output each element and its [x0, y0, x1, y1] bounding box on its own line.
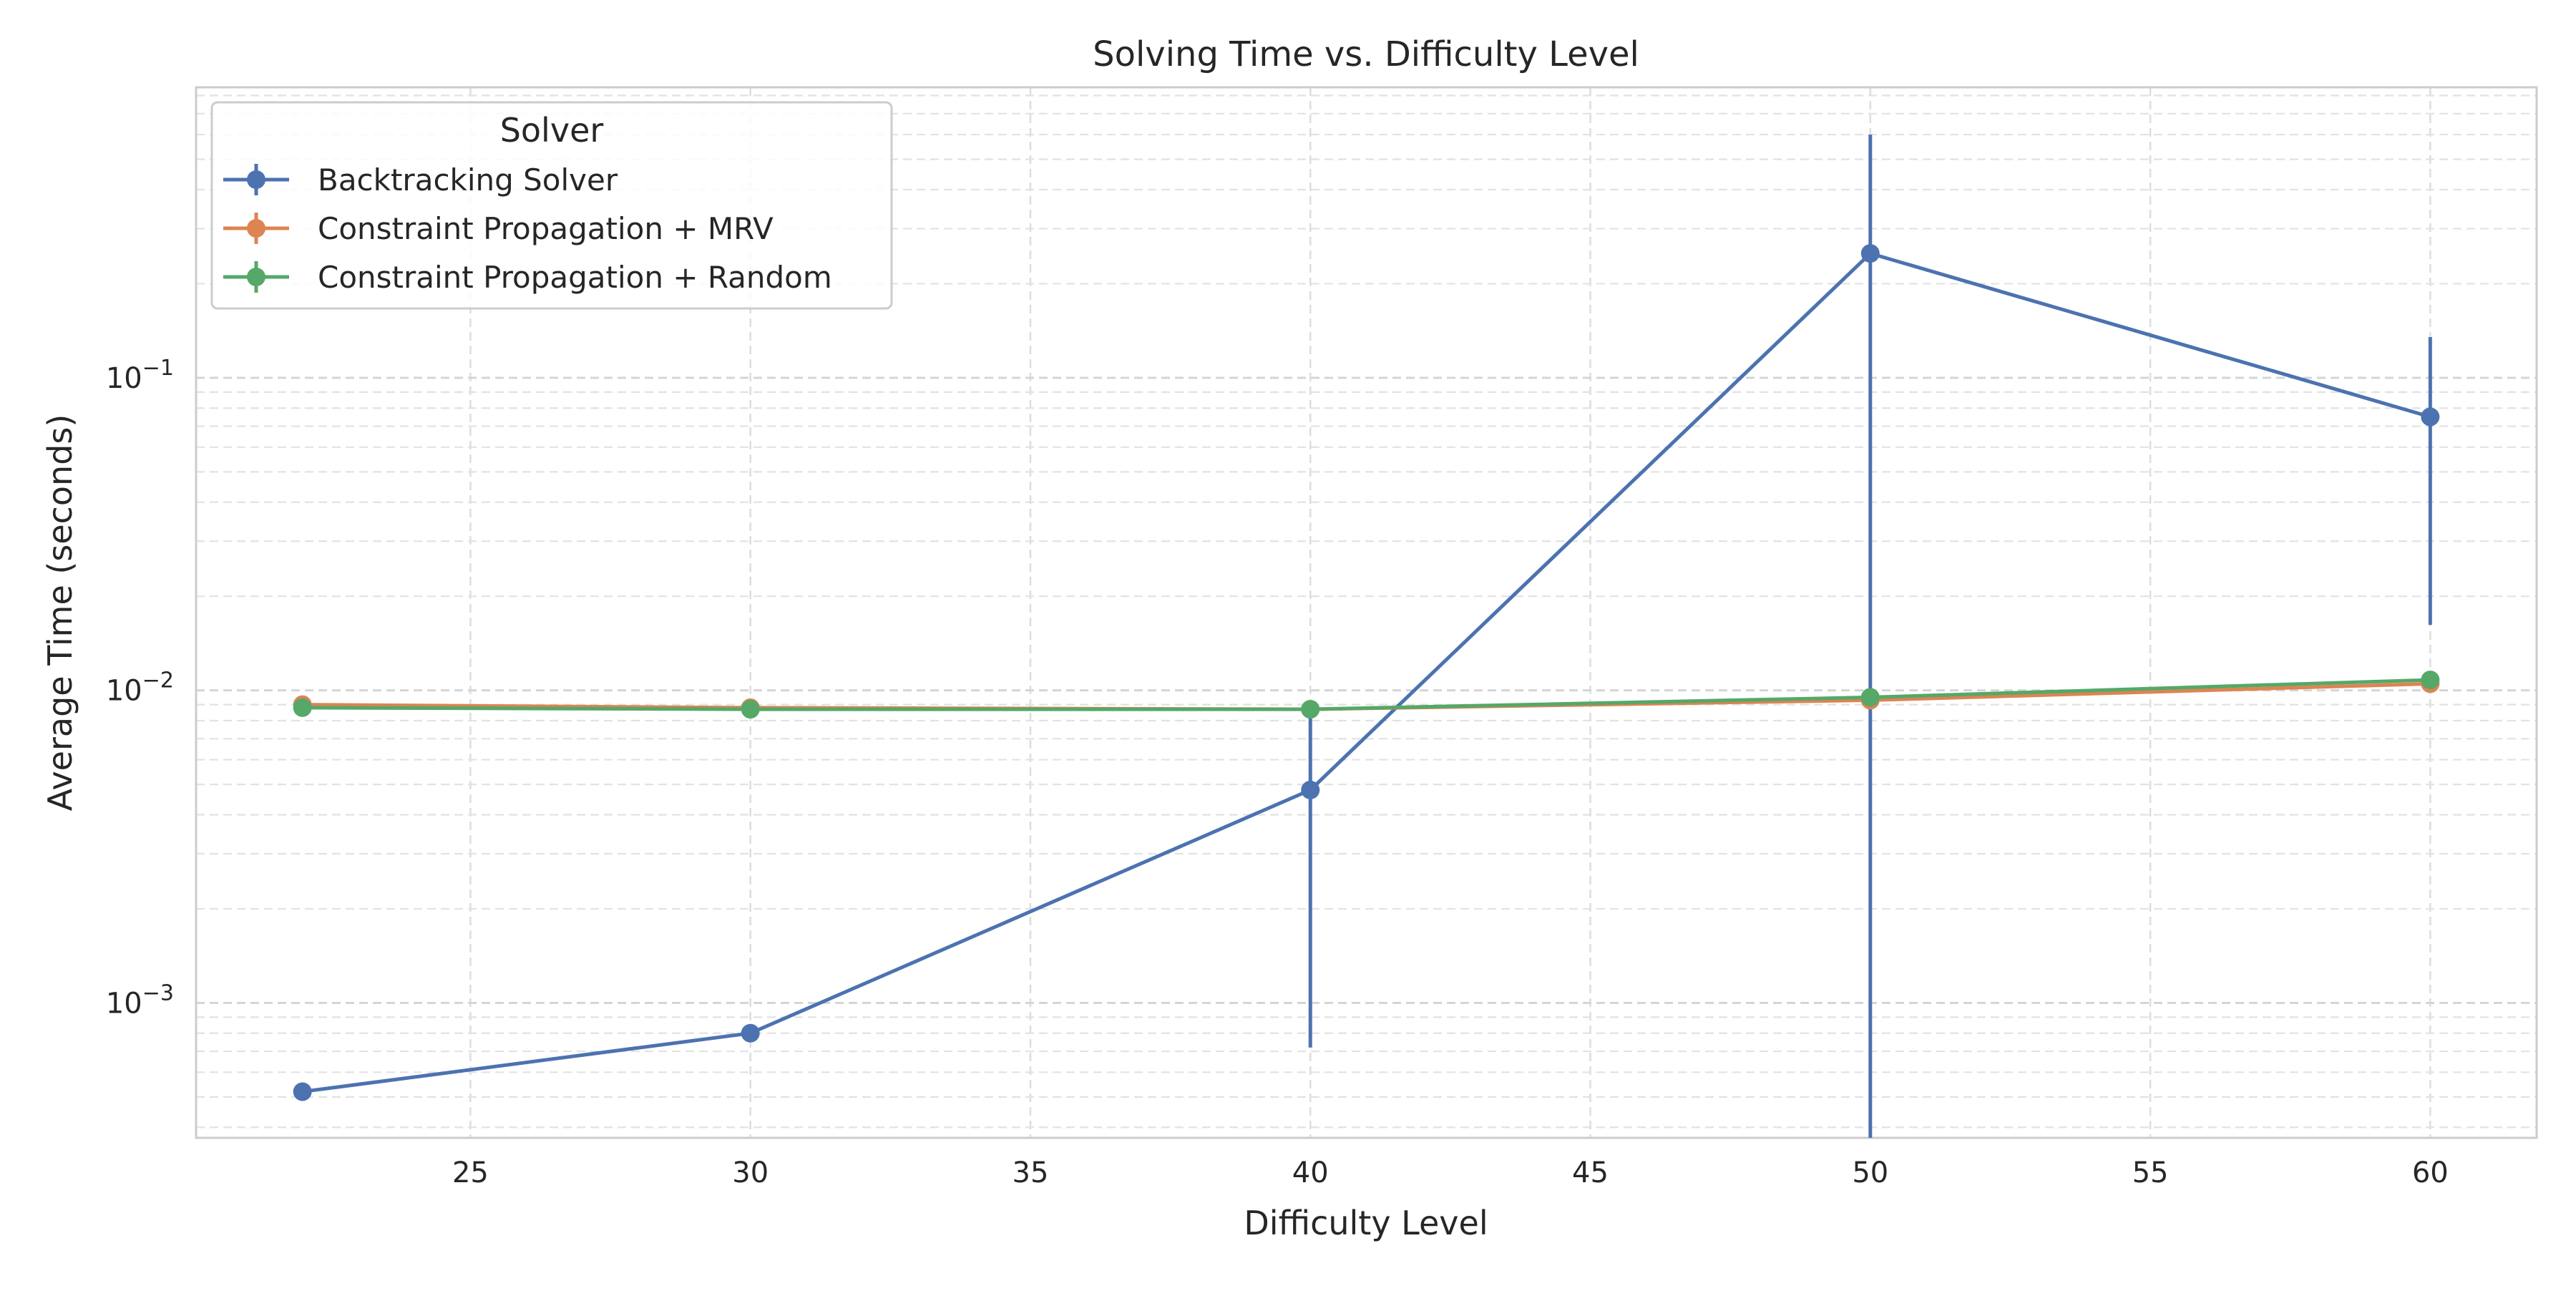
y-tick-label: 10−2 [106, 668, 174, 708]
x-tick-label: 25 [452, 1156, 489, 1189]
x-tick-label: 60 [2412, 1156, 2449, 1189]
x-tick-label: 35 [1013, 1156, 1049, 1189]
data-point [741, 1023, 760, 1043]
legend-item: Constraint Propagation + Random [223, 260, 832, 295]
grid [196, 87, 2537, 1138]
x-tick-label: 45 [1572, 1156, 1609, 1189]
legend-item: Constraint Propagation + MRV [223, 211, 774, 246]
legend-label: Constraint Propagation + MRV [318, 211, 774, 246]
x-tick-label: 40 [1292, 1156, 1329, 1189]
y-axis-label: Average Time (seconds) [41, 414, 79, 812]
data-point [2421, 671, 2440, 690]
legend-marker [247, 219, 265, 238]
x-tick-label: 55 [2132, 1156, 2169, 1189]
data-point [2421, 407, 2440, 427]
legend-box [210, 101, 893, 310]
x-tick-label: 50 [1852, 1156, 1888, 1189]
series-constraint-propagation-random [293, 671, 2440, 719]
legend-label: Backtracking Solver [318, 162, 618, 198]
data-point [741, 700, 760, 719]
x-tick-label: 30 [732, 1156, 769, 1189]
legend-items: Backtracking Solver Constraint Propagatio… [223, 162, 832, 295]
y-tick-label: 10−1 [106, 356, 174, 395]
x-axis-label: Difficulty Level [1244, 1204, 1488, 1242]
data-point [1860, 688, 1880, 707]
data-point [1301, 700, 1320, 719]
legend: Solver Backtracking Solver Constraint Pro… [210, 101, 893, 310]
plot-frame [195, 86, 2538, 1139]
data-point [293, 1082, 312, 1101]
data-point [293, 698, 312, 717]
legend-label: Constraint Propagation + Random [318, 260, 832, 295]
tick-labels: 25 30 35 40 45 50 55 60 10−3 10−2 10−1 [106, 356, 2449, 1189]
legend-title: Solver [500, 111, 604, 150]
legend-marker [247, 268, 265, 286]
data-point [1860, 244, 1880, 263]
legend-marker [247, 170, 265, 189]
legend-item: Backtracking Solver [223, 162, 618, 198]
series-layer [293, 135, 2440, 1138]
series-backtracking-solver [293, 135, 2440, 1138]
y-tick-label: 10−3 [106, 980, 174, 1020]
data-point [1301, 780, 1320, 799]
chart-title: Solving Time vs. Difficulty Level [1093, 34, 1639, 74]
